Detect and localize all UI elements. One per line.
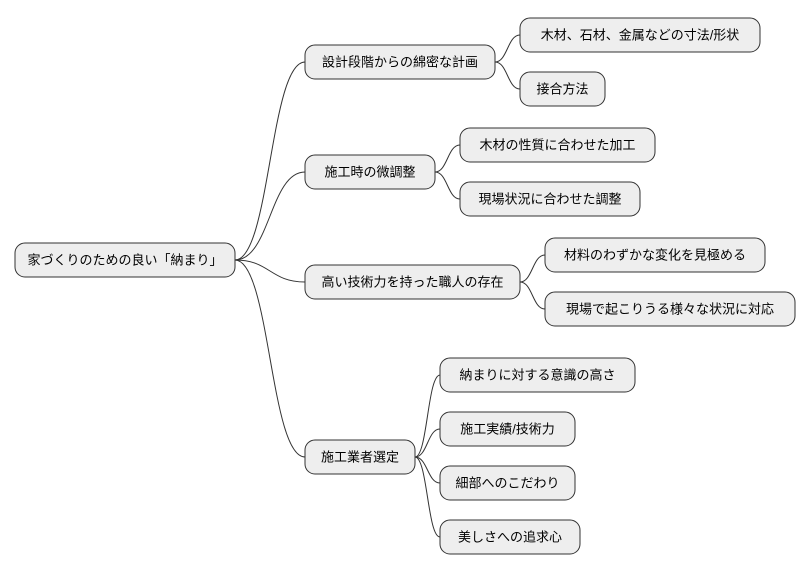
node-b2: 施工時の微調整 bbox=[305, 155, 435, 189]
node-label-b3: 高い技術力を持った職人の存在 bbox=[321, 275, 503, 290]
node-c8: 施工実績/技術力 bbox=[440, 412, 575, 446]
edge-b4-c7 bbox=[415, 375, 440, 457]
node-c9: 細部へのこだわり bbox=[440, 466, 575, 500]
edge-b3-c6 bbox=[520, 282, 545, 309]
edge-b1-c1 bbox=[495, 35, 520, 62]
node-b3: 高い技術力を持った職人の存在 bbox=[305, 265, 520, 299]
node-label-c4: 現場状況に合わせた調整 bbox=[478, 192, 621, 207]
node-label-c2: 接合方法 bbox=[536, 82, 588, 97]
node-label-b4: 施工業者選定 bbox=[321, 450, 399, 465]
node-root: 家づくりのための良い「納まり」 bbox=[15, 243, 235, 277]
node-label-c1: 木材、石材、金属などの寸法/形状 bbox=[541, 28, 740, 43]
node-label-b2: 施工時の微調整 bbox=[324, 165, 415, 180]
node-c7: 納まりに対する意識の高さ bbox=[440, 358, 635, 392]
node-c5: 材料のわずかな変化を見極める bbox=[545, 238, 765, 272]
edge-b2-c4 bbox=[435, 172, 460, 199]
node-c4: 現場状況に合わせた調整 bbox=[460, 182, 640, 216]
node-label-c6: 現場で起こりうる様々な状況に対応 bbox=[566, 302, 774, 317]
edge-b1-c2 bbox=[495, 62, 520, 89]
node-c1: 木材、石材、金属などの寸法/形状 bbox=[520, 18, 760, 52]
node-label-root: 家づくりのための良い「納まり」 bbox=[27, 253, 222, 268]
node-label-b1: 設計段階からの綿密な計画 bbox=[322, 55, 478, 70]
edge-b4-c9 bbox=[415, 457, 440, 483]
node-b1: 設計段階からの綿密な計画 bbox=[305, 45, 495, 79]
node-label-c3: 木材の性質に合わせた加工 bbox=[479, 138, 635, 153]
edge-root-b1 bbox=[235, 62, 305, 260]
node-label-c9: 細部へのこだわり bbox=[455, 476, 559, 491]
edge-b4-c8 bbox=[415, 429, 440, 457]
node-b4: 施工業者選定 bbox=[305, 440, 415, 474]
node-label-c10: 美しさへの追求心 bbox=[458, 530, 562, 545]
edge-root-b2 bbox=[235, 172, 305, 260]
edge-b2-c3 bbox=[435, 145, 460, 172]
node-label-c5: 材料のわずかな変化を見極める bbox=[564, 248, 746, 263]
node-label-c8: 施工実績/技術力 bbox=[460, 422, 555, 437]
mindmap-canvas: 家づくりのための良い「納まり」 設計段階からの綿密な計画施工時の微調整高い技術力を… bbox=[0, 0, 810, 583]
edge-root-b3 bbox=[235, 260, 305, 282]
node-c10: 美しさへの追求心 bbox=[440, 520, 580, 554]
node-c2: 接合方法 bbox=[520, 72, 605, 106]
nodes-layer: 家づくりのための良い「納まり」 設計段階からの綿密な計画施工時の微調整高い技術力を… bbox=[15, 18, 795, 554]
node-c3: 木材の性質に合わせた加工 bbox=[460, 128, 655, 162]
edge-b3-c5 bbox=[520, 255, 545, 282]
node-label-c7: 納まりに対する意識の高さ bbox=[459, 368, 615, 383]
edge-root-b4 bbox=[235, 260, 305, 457]
node-c6: 現場で起こりうる様々な状況に対応 bbox=[545, 292, 795, 326]
